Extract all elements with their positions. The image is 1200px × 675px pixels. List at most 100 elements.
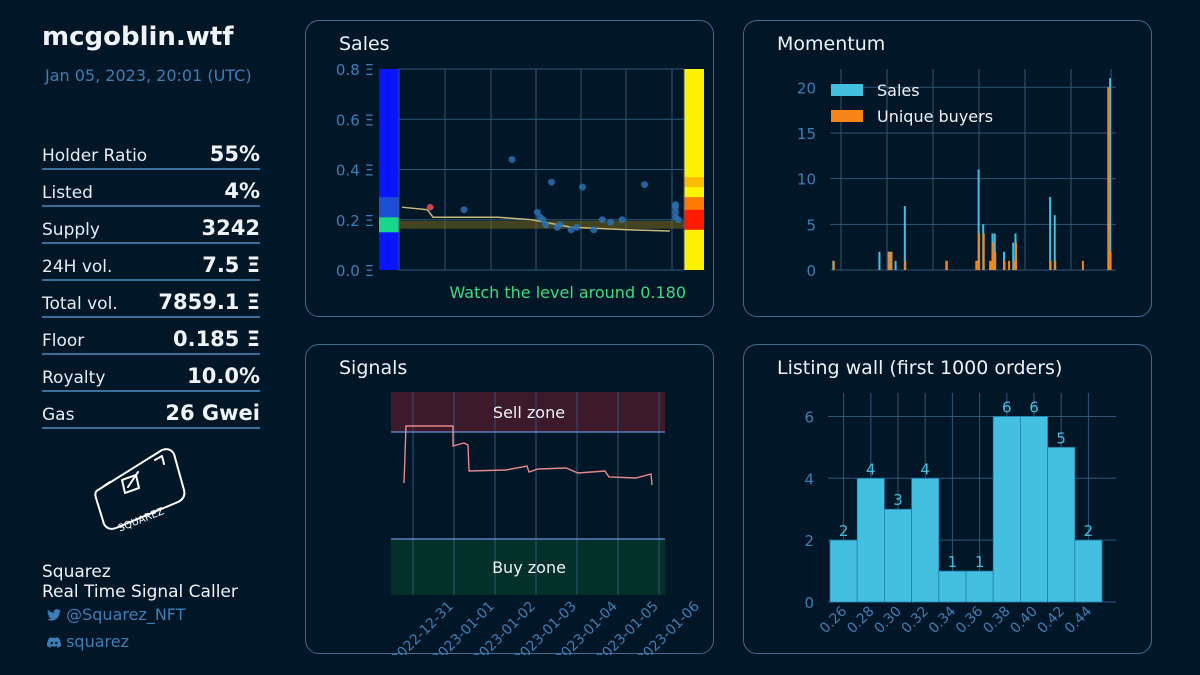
listing-bar <box>1019 416 1048 603</box>
logo-text: SQUAREZ <box>117 506 166 532</box>
sales-point <box>598 216 606 224</box>
sales-point <box>672 208 680 216</box>
momentum-y-tick: 15 <box>797 125 816 143</box>
stats-list: Holder Ratio 55% Listed 4% Supply 3242 2… <box>42 133 260 429</box>
listing-panel: Listing wall (first 1000 orders) 0 2 4 6 2 0.… <box>743 344 1152 654</box>
legend-label-sales: Sales <box>877 81 920 100</box>
momentum-buyers-bar <box>991 242 994 270</box>
listing-panel-title: Listing wall (first 1000 orders) <box>777 357 1063 379</box>
momentum-y-tick: 0 <box>806 262 816 280</box>
sales-y-tick: 0.6 Ξ <box>336 111 374 129</box>
momentum-buyers-bar <box>888 251 891 270</box>
listing-chart: 0 2 4 6 2 0.26 4 0.28 3 0.30 4 0.32 1 0.34 1 0.36 6 0.38 6… <box>804 393 1116 637</box>
sales-point <box>573 223 581 231</box>
sales-volume-band-right <box>684 69 704 270</box>
signals-panel: Signals Sell zone Buy zone 2022-12-31 2023-… <box>305 344 714 655</box>
stat-value: 7.5 Ξ <box>202 253 260 277</box>
listing-x-tick: 0.34 <box>926 603 959 636</box>
discord-handle: squarez <box>66 632 129 651</box>
collection-title: mcgoblin.wtf <box>42 22 234 52</box>
sales-point <box>607 218 615 226</box>
listing-x-tick: 0.30 <box>871 604 904 637</box>
sales-volume-band-left <box>379 69 399 270</box>
stat-label: Total vol. <box>42 294 118 314</box>
stat-gas: Gas 26 Gwei <box>42 392 260 429</box>
momentum-buyers-bar <box>1012 260 1015 270</box>
sales-point <box>460 206 468 214</box>
sales-point <box>674 216 682 224</box>
momentum-buyers-bar <box>989 260 992 270</box>
listing-bar <box>856 477 885 603</box>
listing-bar-label: 1 <box>948 553 958 571</box>
listing-bar <box>938 570 967 603</box>
momentum-sales-bar <box>1109 78 1112 270</box>
momentum-chart: 0 5 10 15 20 Sales Unique buyers <box>797 69 1116 280</box>
sales-band-segment <box>379 197 399 218</box>
momentum-panel: Momentum 0 5 10 15 20 Sales Unique buyers <box>743 20 1152 317</box>
stat-value: 55% <box>209 142 260 166</box>
squarez-logo: SQUAREZ <box>94 448 186 532</box>
momentum-buyers-bar <box>904 260 907 270</box>
listing-x-tick: 0.40 <box>1007 604 1040 637</box>
listing-bar-label: 4 <box>866 460 876 478</box>
sales-y-tick: 0.8 Ξ <box>336 61 374 79</box>
sales-band-segment <box>379 217 399 233</box>
momentum-buyers-bar <box>945 260 948 270</box>
listing-y-tick: 4 <box>804 470 814 488</box>
momentum-y-tick: 10 <box>797 171 816 189</box>
momentum-sales-bar <box>977 169 980 270</box>
momentum-panel-title: Momentum <box>777 33 886 55</box>
listing-x-tick: 0.32 <box>899 604 932 637</box>
discord-link[interactable]: squarez <box>47 632 129 651</box>
sales-band-segment <box>684 177 704 188</box>
stat-value: 4% <box>224 179 260 203</box>
sales-trend-line <box>401 206 670 232</box>
sales-y-tick: 0.2 Ξ <box>336 212 374 230</box>
listing-y-tick: 2 <box>804 532 814 550</box>
listing-x-tick: 0.36 <box>953 603 986 636</box>
stat-label: Royalty <box>42 368 106 388</box>
legend-swatch-sales <box>831 84 863 96</box>
listing-bar <box>829 539 858 603</box>
sales-panel-title: Sales <box>339 33 390 55</box>
momentum-y-tick: 20 <box>797 79 816 97</box>
author-tagline: Real Time Signal Caller <box>42 582 238 602</box>
sales-latest-point <box>427 204 434 211</box>
stat-value: 7859.1 Ξ <box>158 290 260 314</box>
timestamp: Jan 05, 2023, 20:01 (UTC) <box>45 66 252 85</box>
listing-x-tick: 0.26 <box>817 603 850 636</box>
buy-zone-label: Buy zone <box>492 558 566 577</box>
buy-zone <box>391 539 665 595</box>
momentum-buyers-bar <box>982 233 985 270</box>
legend-label-buyers: Unique buyers <box>877 107 993 126</box>
momentum-buyers-bar <box>1109 251 1112 270</box>
momentum-buyers-bar <box>1081 260 1084 270</box>
momentum-buyers-bar <box>1049 260 1052 270</box>
legend-swatch-buyers <box>831 110 863 122</box>
sales-point <box>672 203 680 211</box>
listing-x-tick: 0.28 <box>844 604 877 637</box>
twitter-icon <box>47 609 61 621</box>
listing-bar-label: 5 <box>1056 429 1066 447</box>
momentum-sales-bar <box>1049 196 1052 270</box>
stat-label: Listed <box>42 183 93 203</box>
momentum-sales-bar <box>894 260 897 270</box>
sales-level-band <box>399 220 684 229</box>
stat-label: Gas <box>42 405 75 425</box>
stat-24h-volume: 24H vol. 7.5 Ξ <box>42 244 260 281</box>
listing-x-tick: 0.44 <box>1062 603 1095 636</box>
momentum-sales-bar <box>1012 242 1015 270</box>
twitter-link[interactable]: @Squarez_NFT <box>47 605 185 624</box>
momentum-buyers-bar <box>1003 260 1006 270</box>
discord-icon <box>47 637 61 648</box>
stat-listed: Listed 4% <box>42 170 260 207</box>
momentum-buyers-bar <box>994 251 997 270</box>
momentum-buyers-bar <box>1107 87 1110 270</box>
stat-value: 3242 <box>201 216 260 240</box>
momentum-buyers-bar <box>832 260 835 270</box>
sales-point <box>578 183 586 191</box>
author-name: Squarez <box>42 562 111 582</box>
sales-point <box>542 221 550 229</box>
listing-bar-label: 6 <box>1002 398 1012 416</box>
sales-point <box>641 181 649 189</box>
